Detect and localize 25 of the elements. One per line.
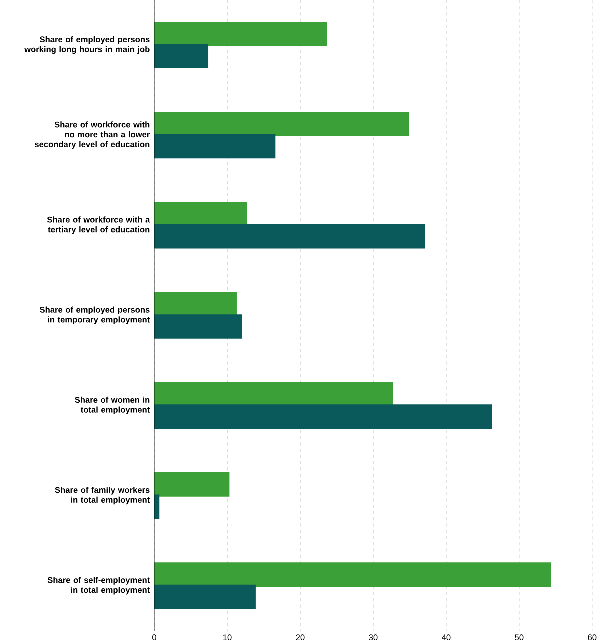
bar bbox=[154, 314, 242, 339]
y-tick-label: Share of women in total employment bbox=[74, 396, 150, 415]
x-tick-label: 50 bbox=[514, 634, 524, 641]
x-tick-label: 10 bbox=[223, 634, 232, 641]
x-tick-label: 20 bbox=[296, 634, 305, 641]
y-tick-label: Share of employed persons working long hours in main job bbox=[24, 36, 150, 54]
x-tick-label: 0 bbox=[152, 634, 156, 641]
bar bbox=[154, 404, 492, 429]
bar bbox=[154, 134, 276, 159]
y-tick-label: Share of workforce with a tertiary level of education bbox=[47, 216, 150, 234]
bar bbox=[154, 22, 328, 46]
y-tick-label: Share of employed persons in temporary employment bbox=[40, 306, 150, 324]
x-tick-label: 40 bbox=[442, 634, 451, 641]
bar bbox=[154, 472, 230, 497]
bar bbox=[154, 584, 256, 610]
y-tick-label: Share of self-employment in total employment bbox=[48, 577, 150, 595]
y-tick-label: Share of workforce with no more than a lower secondary level of education bbox=[34, 122, 150, 150]
bar bbox=[154, 382, 393, 407]
x-tick-label: 30 bbox=[368, 634, 378, 641]
y-tick-label: Share of family workers in total employment bbox=[55, 487, 150, 505]
bar bbox=[154, 224, 426, 249]
bar bbox=[154, 562, 552, 587]
bar bbox=[154, 112, 409, 136]
bar bbox=[154, 44, 208, 69]
x-tick-label: 60 bbox=[588, 634, 596, 641]
